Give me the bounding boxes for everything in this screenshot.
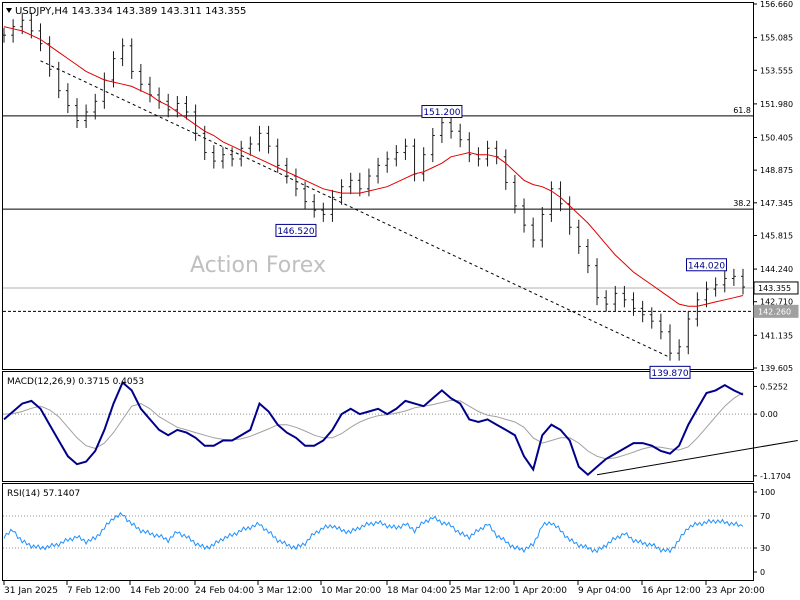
rsi-panel-frame bbox=[2, 483, 754, 581]
rsi-axis: 100 70 30 0 bbox=[753, 488, 775, 577]
panel-frames bbox=[2, 2, 754, 581]
macd-trendline bbox=[596, 439, 798, 476]
price-axis: 156.660 155.085 153.555 151.980 150.405 148.8… bbox=[753, 0, 799, 373]
price-tick-label: 145.815 bbox=[760, 231, 793, 240]
collapse-triangle-icon[interactable] bbox=[6, 8, 12, 13]
annotation-label: 139.870 bbox=[651, 369, 688, 379]
annotation-box bbox=[421, 105, 463, 119]
date-tick-label: 25 Mar 12:00 bbox=[450, 586, 510, 596]
macd-tick-label: 0.00 bbox=[760, 410, 778, 419]
macd-axis: 0.5252 0.00 -1.1704 bbox=[753, 382, 791, 481]
symbol-header-text: USDJPY,H4 143.334 143.389 143.311 143.35… bbox=[15, 6, 246, 17]
rsi-content bbox=[3, 511, 753, 554]
date-tick-label: 14 Feb 20:00 bbox=[130, 586, 189, 596]
fib-label-61.8: 61.8 bbox=[733, 106, 751, 115]
price-tick-label: 141.135 bbox=[760, 331, 793, 340]
price-tick-label: 148.875 bbox=[760, 166, 793, 175]
macd-tick-label: -1.1704 bbox=[760, 472, 791, 481]
price-content: 61.8 38.2 151.200 146.520 144.020 139.870 bbox=[2, 12, 753, 379]
level-price-tag-label: 142.260 bbox=[758, 307, 791, 316]
date-tick-label: 23 Apr 20:00 bbox=[706, 586, 765, 596]
macd-main-line bbox=[3, 380, 744, 477]
annotation-label: 144.020 bbox=[688, 261, 725, 271]
annotation-label: 146.520 bbox=[277, 227, 314, 237]
rsi-tick-label: 30 bbox=[760, 544, 770, 553]
current-price-tag bbox=[753, 281, 799, 295]
date-tick-label: 18 Mar 04:00 bbox=[387, 586, 447, 596]
date-axis: 31 Jan 2025 7 Feb 12:00 14 Feb 20:00 24 Feb… bbox=[3, 581, 765, 596]
rsi-tick-label: 100 bbox=[760, 488, 775, 497]
current-price-tag-label: 143.355 bbox=[758, 284, 791, 293]
date-tick-label: 16 Apr 12:00 bbox=[642, 586, 701, 596]
price-tick-label: 147.345 bbox=[760, 199, 793, 208]
price-header: USDJPY,H4 143.334 143.389 143.311 143.35… bbox=[6, 6, 246, 17]
macd-header-text: MACD(12,26,9) 0.3715 0.4053 bbox=[7, 377, 144, 387]
macd-content bbox=[3, 380, 798, 477]
price-tick-label: 153.555 bbox=[760, 66, 793, 75]
date-tick-label: 10 Mar 20:00 bbox=[321, 586, 381, 596]
moving-average-line bbox=[3, 26, 744, 307]
price-tick-label: 155.085 bbox=[760, 34, 793, 43]
watermark-text: Action Forex bbox=[190, 253, 326, 278]
date-tick-label: 1 Apr 20:00 bbox=[514, 586, 567, 596]
fib-label-38.2: 38.2 bbox=[733, 199, 751, 208]
rsi-tick-label: 70 bbox=[760, 512, 770, 521]
date-tick-label: 7 Feb 12:00 bbox=[67, 586, 121, 596]
date-tick-label: 3 Mar 12:00 bbox=[258, 586, 313, 596]
rsi-header-text: RSI(14) 57.1407 bbox=[7, 489, 80, 499]
price-tick-label: 150.405 bbox=[760, 133, 793, 142]
price-tick-label: 144.240 bbox=[760, 265, 793, 274]
price-tick-label: 139.605 bbox=[760, 364, 793, 373]
annotation-label: 151.200 bbox=[423, 108, 460, 118]
rsi-tick-label: 0 bbox=[760, 568, 765, 577]
macd-signal-line bbox=[3, 392, 744, 460]
price-trendline bbox=[40, 60, 671, 358]
date-tick-label: 24 Feb 04:00 bbox=[195, 586, 254, 596]
price-tick-label: 151.980 bbox=[760, 100, 793, 109]
annotation-box bbox=[275, 223, 317, 237]
price-panel-frame bbox=[2, 2, 754, 370]
rsi-line bbox=[3, 511, 744, 554]
date-tick-label: 9 Apr 04:00 bbox=[578, 586, 631, 596]
price-tick-label: 142.710 bbox=[760, 298, 793, 307]
price-tick-label: 156.660 bbox=[760, 0, 793, 9]
annotation-box bbox=[686, 258, 728, 272]
macd-panel-frame bbox=[2, 371, 754, 482]
level-price-tag bbox=[753, 304, 799, 318]
annotation-box bbox=[649, 365, 691, 379]
macd-tick-label: 0.5252 bbox=[760, 382, 788, 391]
date-tick-label: 31 Jan 2025 bbox=[4, 586, 58, 596]
